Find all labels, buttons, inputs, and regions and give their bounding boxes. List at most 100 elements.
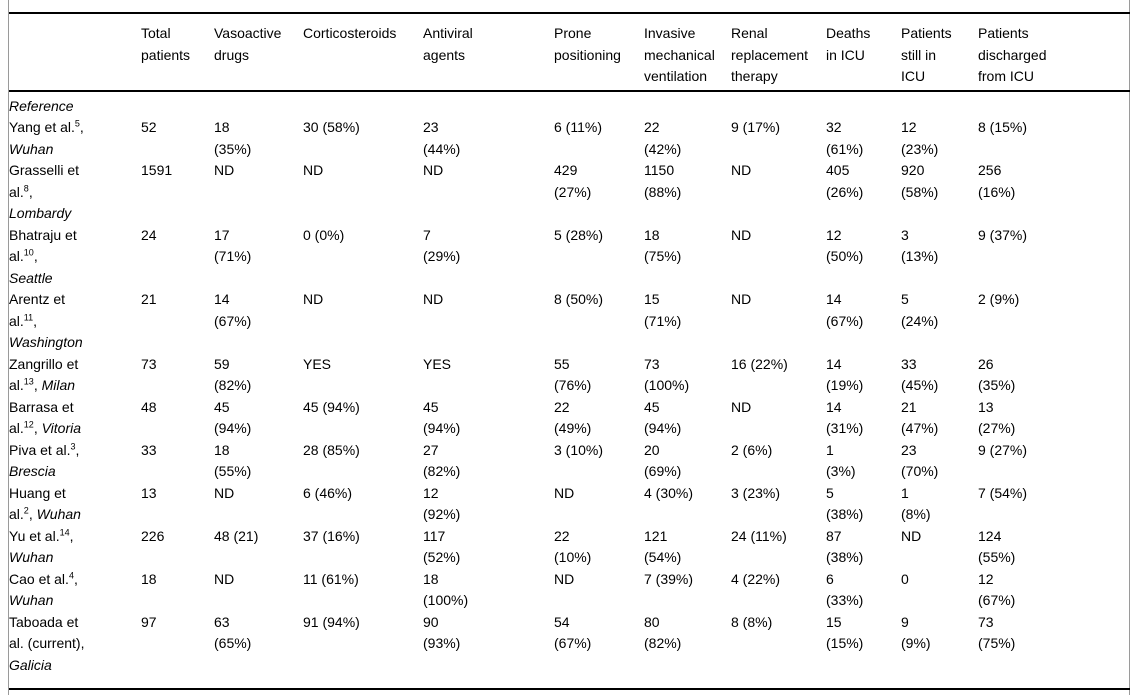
data-cell: YES xyxy=(423,355,452,372)
study-authors: Arentz et xyxy=(9,291,66,307)
data-cell: 121 (54%) xyxy=(644,527,682,566)
citation-superscript: 8 xyxy=(23,182,29,193)
study-location: Wuhan xyxy=(9,592,54,608)
data-cell: 7 (54%) xyxy=(978,484,1028,501)
data-cell: 48 xyxy=(141,398,157,415)
study-authors: Yu et al. xyxy=(9,527,60,544)
study-authors: Cao et al. xyxy=(9,570,69,587)
data-cell: 9 (17%) xyxy=(731,119,781,135)
table-row: Yu et al.14, Wuhan 226 48 (21) 37 (16%) 117 (… xyxy=(9,526,1130,569)
study-location: Washington xyxy=(9,334,83,350)
reference-cell: Cao et al.4, Wuhan xyxy=(9,569,141,612)
reference-line: Barrasa et xyxy=(9,397,133,419)
data-cell: ND xyxy=(214,570,235,587)
data-cell: 9 (27%) xyxy=(978,441,1028,458)
data-cell: 91 (94%) xyxy=(303,613,360,630)
column-header-total-patients: Total patients xyxy=(141,13,214,92)
reference-line: Yang et al.5, xyxy=(9,117,133,139)
reference-line: al.2, Wuhan xyxy=(9,504,133,526)
data-cell: 2 (9%) xyxy=(978,291,1020,307)
reference-line: Grasselli et xyxy=(9,160,133,182)
data-cell: 6 (46%) xyxy=(303,484,353,501)
data-cell: 14 (19%) xyxy=(826,355,864,394)
reference-cell: Zangrillo et al.13, Milan xyxy=(9,354,141,397)
study-authors: , xyxy=(28,183,33,200)
data-cell: 24 xyxy=(141,226,157,243)
data-cell: ND xyxy=(423,162,444,178)
study-location: Wuhan xyxy=(9,549,54,565)
study-location: Milan xyxy=(41,377,76,393)
reference-cell: Taboada et al. (current), Galicia xyxy=(9,612,141,690)
data-cell: 22 (10%) xyxy=(554,527,592,566)
data-cell: 9 (37%) xyxy=(978,226,1028,243)
study-authors: Zangrillo et xyxy=(9,355,79,372)
data-cell: 14 (31%) xyxy=(826,398,864,437)
data-cell: 13 xyxy=(141,484,157,501)
reference-line: Wuhan xyxy=(9,590,133,612)
icu-studies-table: Total patients Vasoactive drugs Corticos… xyxy=(9,12,1130,690)
data-cell: 124 (55%) xyxy=(978,527,1016,566)
data-cell: 12 (92%) xyxy=(423,484,461,523)
data-cell: ND xyxy=(554,570,575,587)
data-cell: 9 (9%) xyxy=(901,613,931,652)
table-header: Total patients Vasoactive drugs Corticos… xyxy=(9,13,1130,92)
data-cell: 11 (61%) xyxy=(303,570,359,587)
data-cell: ND xyxy=(423,291,444,307)
data-cell: ND xyxy=(731,291,752,307)
study-authors: Piva et al. xyxy=(9,441,71,458)
data-cell: 52 xyxy=(141,119,157,135)
data-cell: 8 (50%) xyxy=(554,291,604,307)
reference-cell: Barrasa et al.12, Vitoria xyxy=(9,397,141,440)
reference-line: Taboada et xyxy=(9,612,133,634)
data-cell: 0 xyxy=(901,570,909,587)
citation-superscript: 3 xyxy=(70,440,76,451)
data-cell: 63 (65%) xyxy=(214,613,252,652)
data-cell: 26 (35%) xyxy=(978,355,1016,394)
reference-line: Lombardy xyxy=(9,203,133,225)
reference-line: Cao et al.4, xyxy=(9,569,133,591)
data-cell: 2 (6%) xyxy=(731,441,773,458)
section-label: Reference xyxy=(9,97,74,114)
data-cell: 18 (100%) xyxy=(423,570,469,609)
table-row: Arentz et al.11, Washington 21 14 (67%) ND ND 8… xyxy=(9,289,1130,354)
data-cell: 3 (23%) xyxy=(731,484,781,501)
data-cell: 23 (44%) xyxy=(423,119,461,157)
reference-line: al.10, xyxy=(9,246,133,268)
section-label-cell: Reference xyxy=(9,91,1130,118)
study-authors: Huang et xyxy=(9,484,66,501)
data-cell: ND xyxy=(901,527,922,544)
data-cell: 33 xyxy=(141,441,157,458)
data-cell: 5 (28%) xyxy=(554,226,604,243)
section-label-row: Reference xyxy=(9,91,1130,118)
column-header-reference xyxy=(9,13,141,92)
data-cell: 54 (67%) xyxy=(554,613,592,652)
study-location: Galicia xyxy=(9,656,52,673)
reference-line: Wuhan xyxy=(9,547,133,569)
table-row: Zangrillo et al.13, Milan 73 59 (82%) YES YES… xyxy=(9,354,1130,397)
study-authors: , xyxy=(73,570,78,587)
study-authors: Bhatraju et xyxy=(9,226,77,243)
data-cell: 45 (94%) xyxy=(644,398,682,437)
data-cell: 32 (61%) xyxy=(826,119,864,157)
data-cell: ND xyxy=(731,162,752,178)
citation-superscript: 12 xyxy=(23,419,34,430)
study-authors: al. (current), xyxy=(9,635,85,651)
data-cell: 20 (69%) xyxy=(644,441,682,480)
data-cell: 59 (82%) xyxy=(214,355,252,394)
data-cell: 920 (58%) xyxy=(901,162,939,200)
data-cell: ND xyxy=(554,484,575,501)
study-authors: al. xyxy=(9,377,24,393)
study-authors: al. xyxy=(9,312,24,329)
data-cell: 4 (30%) xyxy=(644,484,694,501)
data-cell: 6 (11%) xyxy=(554,119,602,135)
study-authors: , xyxy=(33,377,42,393)
data-cell: 1150 (88%) xyxy=(644,162,682,200)
data-cell: 28 (85%) xyxy=(303,441,360,458)
data-cell: 55 (76%) xyxy=(554,355,592,394)
data-cell: 0 (0%) xyxy=(303,226,345,243)
data-cell: 7 (39%) xyxy=(644,570,694,587)
data-cell: 90 (93%) xyxy=(423,613,461,652)
reference-cell: Piva et al.3, Brescia xyxy=(9,440,141,483)
data-cell: 1591 xyxy=(141,162,173,178)
data-cell: 15 (71%) xyxy=(644,291,682,329)
